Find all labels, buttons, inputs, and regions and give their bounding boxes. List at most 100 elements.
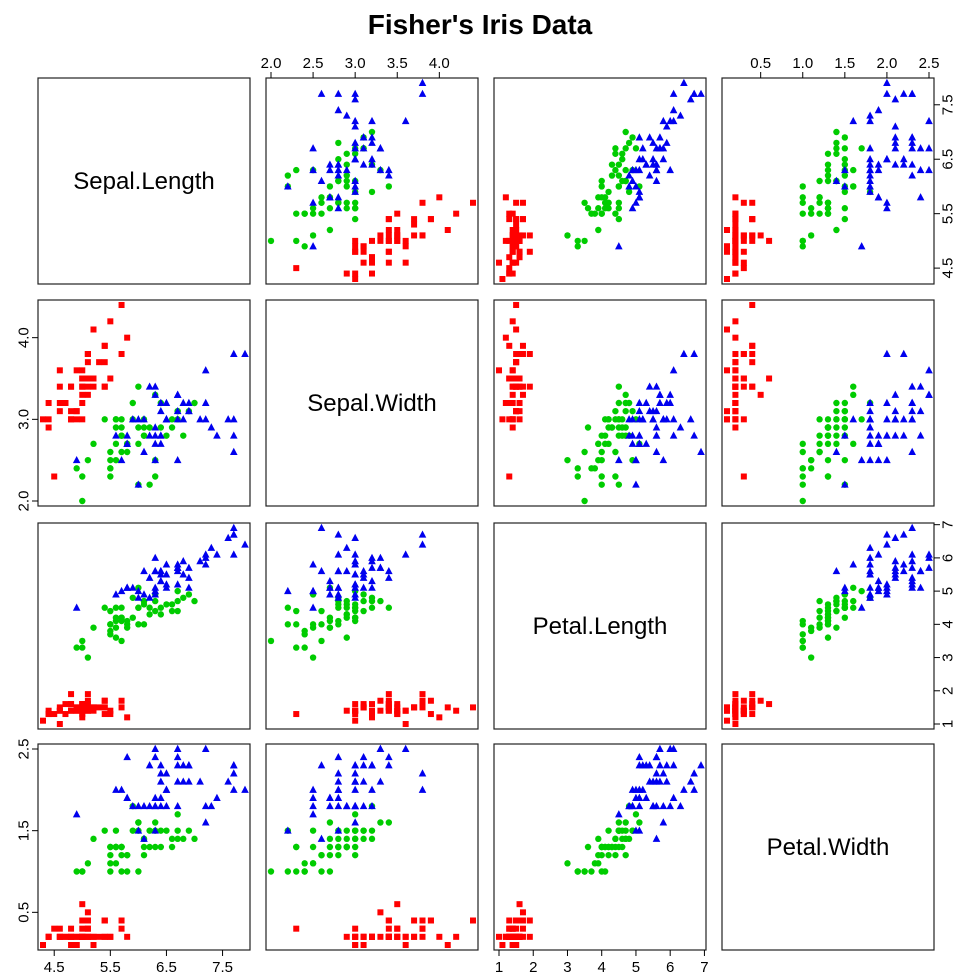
point-circle bbox=[816, 614, 823, 621]
point-triangle bbox=[899, 155, 908, 163]
point-square bbox=[73, 408, 80, 415]
point-circle bbox=[799, 617, 806, 625]
point-square bbox=[45, 711, 52, 718]
point-triangle bbox=[117, 785, 126, 793]
point-circle bbox=[824, 161, 832, 168]
point-triangle bbox=[908, 89, 916, 97]
point-square bbox=[732, 232, 739, 239]
point-circle bbox=[581, 868, 588, 875]
point-circle bbox=[601, 868, 609, 875]
point-triangle bbox=[642, 160, 651, 168]
point-triangle bbox=[157, 439, 165, 447]
point-square bbox=[516, 383, 523, 390]
point-circle bbox=[588, 868, 595, 875]
point-triangle bbox=[224, 777, 232, 785]
point-triangle bbox=[173, 801, 182, 810]
point-triangle bbox=[632, 480, 640, 488]
point-circle bbox=[615, 399, 623, 407]
point-triangle bbox=[185, 583, 193, 591]
point-square bbox=[68, 925, 75, 932]
point-triangle bbox=[925, 116, 933, 125]
point-square bbox=[740, 351, 747, 357]
point-triangle bbox=[899, 431, 908, 439]
point-triangle bbox=[680, 78, 688, 86]
point-triangle bbox=[635, 826, 644, 834]
point-triangle bbox=[899, 566, 908, 575]
point-circle bbox=[174, 827, 181, 834]
point-triangle bbox=[173, 390, 182, 398]
point-triangle bbox=[309, 586, 317, 595]
point-circle bbox=[293, 868, 300, 875]
point-circle bbox=[309, 232, 317, 239]
point-triangle bbox=[334, 801, 343, 810]
point-triangle bbox=[635, 752, 644, 761]
point-circle bbox=[850, 166, 857, 174]
point-square bbox=[732, 408, 739, 415]
point-triangle bbox=[925, 366, 933, 374]
point-square bbox=[509, 375, 516, 382]
point-circle bbox=[326, 843, 334, 851]
point-circle bbox=[112, 416, 120, 423]
point-triangle bbox=[849, 116, 858, 125]
point-circle bbox=[799, 637, 806, 645]
point-triangle bbox=[359, 160, 368, 168]
point-triangle bbox=[635, 801, 644, 810]
point-triangle bbox=[916, 583, 925, 591]
point-triangle bbox=[645, 382, 654, 390]
point-triangle bbox=[418, 769, 427, 777]
point-triangle bbox=[72, 455, 81, 464]
point-triangle bbox=[418, 785, 427, 793]
point-circle bbox=[152, 473, 159, 480]
point-square bbox=[369, 711, 375, 718]
point-triangle bbox=[635, 415, 644, 423]
point-triangle bbox=[334, 171, 343, 179]
point-square bbox=[369, 237, 375, 244]
point-circle bbox=[79, 473, 86, 480]
point-circle bbox=[629, 407, 636, 415]
point-triangle bbox=[866, 187, 874, 195]
point-circle bbox=[625, 188, 633, 196]
point-square bbox=[101, 359, 108, 366]
point-circle bbox=[73, 644, 80, 651]
point-triangle bbox=[140, 590, 148, 598]
point-triangle bbox=[123, 752, 131, 761]
point-circle bbox=[615, 819, 623, 826]
point-square bbox=[732, 400, 739, 406]
point-square bbox=[419, 199, 426, 206]
point-square bbox=[509, 383, 516, 390]
point-square bbox=[509, 400, 516, 406]
point-square bbox=[732, 707, 739, 714]
point-circle bbox=[152, 597, 159, 605]
point-circle bbox=[612, 150, 619, 157]
point-triangle bbox=[635, 398, 644, 406]
point-square bbox=[732, 318, 739, 325]
point-circle bbox=[318, 621, 325, 628]
tick-label: 6.5 bbox=[156, 959, 177, 976]
point-triangle bbox=[841, 431, 849, 439]
point-triangle bbox=[207, 801, 216, 810]
point-square bbox=[502, 400, 509, 406]
point-square bbox=[90, 942, 97, 948]
point-circle bbox=[591, 860, 599, 867]
panel-frame-0-3 bbox=[721, 77, 935, 285]
point-circle bbox=[619, 150, 626, 157]
point-circle bbox=[107, 631, 114, 638]
tick-label: 7.5 bbox=[212, 959, 233, 976]
point-circle bbox=[368, 835, 376, 843]
point-triangle bbox=[213, 550, 221, 558]
point-square bbox=[506, 270, 513, 277]
point-square bbox=[513, 237, 520, 244]
point-square bbox=[749, 351, 756, 357]
point-triangle bbox=[334, 752, 343, 761]
point-circle bbox=[799, 448, 806, 456]
point-triangle bbox=[334, 583, 343, 591]
point-circle bbox=[584, 205, 592, 212]
point-square bbox=[516, 232, 523, 239]
point-triangle bbox=[676, 423, 685, 431]
point-triangle bbox=[162, 769, 171, 777]
point-square bbox=[385, 216, 392, 223]
point-circle bbox=[112, 456, 120, 464]
point-square bbox=[68, 942, 75, 948]
point-circle bbox=[90, 440, 97, 448]
panel-frame-1-2 bbox=[493, 299, 707, 507]
